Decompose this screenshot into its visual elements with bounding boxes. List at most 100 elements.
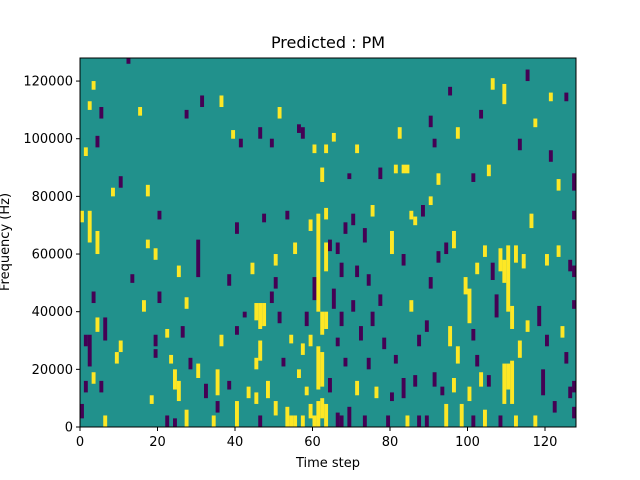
heatmap-cell — [397, 127, 402, 139]
heatmap-cell — [401, 254, 406, 266]
heatmap-cell — [180, 326, 185, 338]
heatmap-cell — [215, 401, 220, 413]
heatmap-cell — [262, 213, 267, 223]
heatmap-cell — [564, 92, 569, 102]
heatmap-cell — [235, 222, 239, 234]
heatmap-cell — [312, 415, 317, 427]
heatmap-cell — [370, 311, 375, 327]
heatmap-cell — [273, 401, 278, 416]
heatmap-cell — [339, 262, 344, 278]
heatmap-cell — [506, 363, 511, 390]
heatmap-cell — [312, 277, 317, 301]
heatmap-cell — [370, 205, 375, 217]
x-tick-label: 0 — [76, 435, 84, 450]
heatmap-cell — [173, 369, 177, 390]
heatmap-cell — [498, 248, 503, 272]
heatmap-cell — [266, 380, 270, 399]
heatmap-cell — [258, 303, 263, 329]
heatmap-cell — [254, 303, 259, 321]
heatmap-cell — [355, 380, 360, 396]
heatmap-cell — [393, 354, 398, 364]
heatmap-cell — [525, 69, 530, 82]
heatmap-cell — [428, 277, 433, 289]
heatmap-cell — [339, 415, 344, 427]
heatmap-cell — [436, 251, 441, 263]
heatmap-cell — [87, 334, 92, 367]
heatmap-cell — [537, 305, 542, 327]
heatmap-cell — [502, 259, 507, 283]
heatmap-cell — [254, 392, 259, 404]
heatmap-cell — [289, 334, 294, 344]
heatmap-cell — [448, 86, 453, 96]
y-tick-label: 120000 — [23, 75, 73, 90]
heatmap-cell — [351, 213, 356, 226]
heatmap-cell — [293, 415, 298, 427]
heatmap-cell — [514, 245, 518, 263]
heatmap-cell — [552, 401, 557, 413]
heatmap-cell — [556, 245, 561, 257]
heatmap-cell — [424, 415, 429, 427]
x-tick-label: 120 — [533, 435, 558, 450]
heatmap-cell — [153, 334, 158, 347]
heatmap-cell — [335, 412, 340, 427]
y-axis: 0 20000 40000 60000 80000 100000 120000 — [23, 75, 80, 436]
heatmap-cell — [471, 173, 476, 182]
heatmap-cell — [219, 334, 224, 347]
heatmap-cell — [145, 184, 150, 197]
heatmap-cells — [80, 58, 577, 427]
heatmap-cell — [289, 415, 294, 427]
heatmap-cell — [556, 179, 561, 191]
heatmap-cell — [483, 245, 487, 257]
heatmap-cell — [312, 144, 317, 154]
heatmap-cell — [572, 380, 577, 393]
heatmap-cell — [339, 311, 344, 327]
heatmap-cell — [320, 167, 325, 182]
heatmap-cell — [545, 254, 549, 266]
heatmap-cell — [374, 386, 379, 399]
heatmap-cell — [320, 398, 325, 419]
heatmap-cell — [118, 340, 123, 353]
heatmap-cell — [99, 107, 104, 119]
heatmap-cell — [258, 127, 263, 139]
heatmap-cell — [114, 352, 119, 364]
heatmap-cell — [351, 300, 356, 312]
heatmap-cell — [165, 328, 170, 338]
x-tick-label: 100 — [455, 435, 480, 450]
heatmap-cell — [452, 230, 456, 249]
heatmap-cell — [382, 337, 387, 350]
heatmap-cell — [564, 352, 569, 364]
heatmap-cell — [281, 357, 286, 367]
heatmap-cell — [572, 210, 577, 220]
plot-frame — [79, 57, 577, 428]
heatmap-cell — [366, 357, 371, 370]
heatmap-cell — [572, 300, 577, 309]
y-tick-label: 20000 — [32, 363, 73, 378]
heatmap-cell — [91, 372, 96, 384]
heatmap-cell — [359, 326, 363, 341]
heatmap-cell — [227, 274, 232, 286]
heatmap-cell — [347, 173, 352, 180]
heatmap-cell — [320, 311, 325, 335]
heatmap-cell — [517, 138, 522, 151]
heatmap-cell — [142, 300, 146, 312]
heatmap-cell — [328, 377, 332, 393]
heatmap-cell — [471, 328, 476, 341]
heatmap-cell — [413, 375, 418, 387]
heatmap-cell — [80, 403, 84, 419]
heatmap-cell — [269, 291, 274, 304]
heatmap-cell — [254, 357, 259, 370]
heatmap-cell — [80, 210, 84, 223]
heatmap-cell — [455, 127, 460, 139]
heatmap-cell — [316, 213, 321, 312]
heatmap-cell — [467, 386, 472, 402]
y-tick-label: 60000 — [32, 248, 73, 263]
heatmap-cell — [211, 415, 216, 427]
heatmap-cell — [331, 288, 336, 309]
heatmap-cell — [506, 245, 511, 312]
heatmap-cell — [328, 239, 332, 252]
heatmap-cell — [455, 346, 460, 364]
heatmap-cell — [297, 369, 301, 378]
heatmap-cell — [188, 357, 193, 370]
heatmap-cell — [378, 294, 383, 306]
